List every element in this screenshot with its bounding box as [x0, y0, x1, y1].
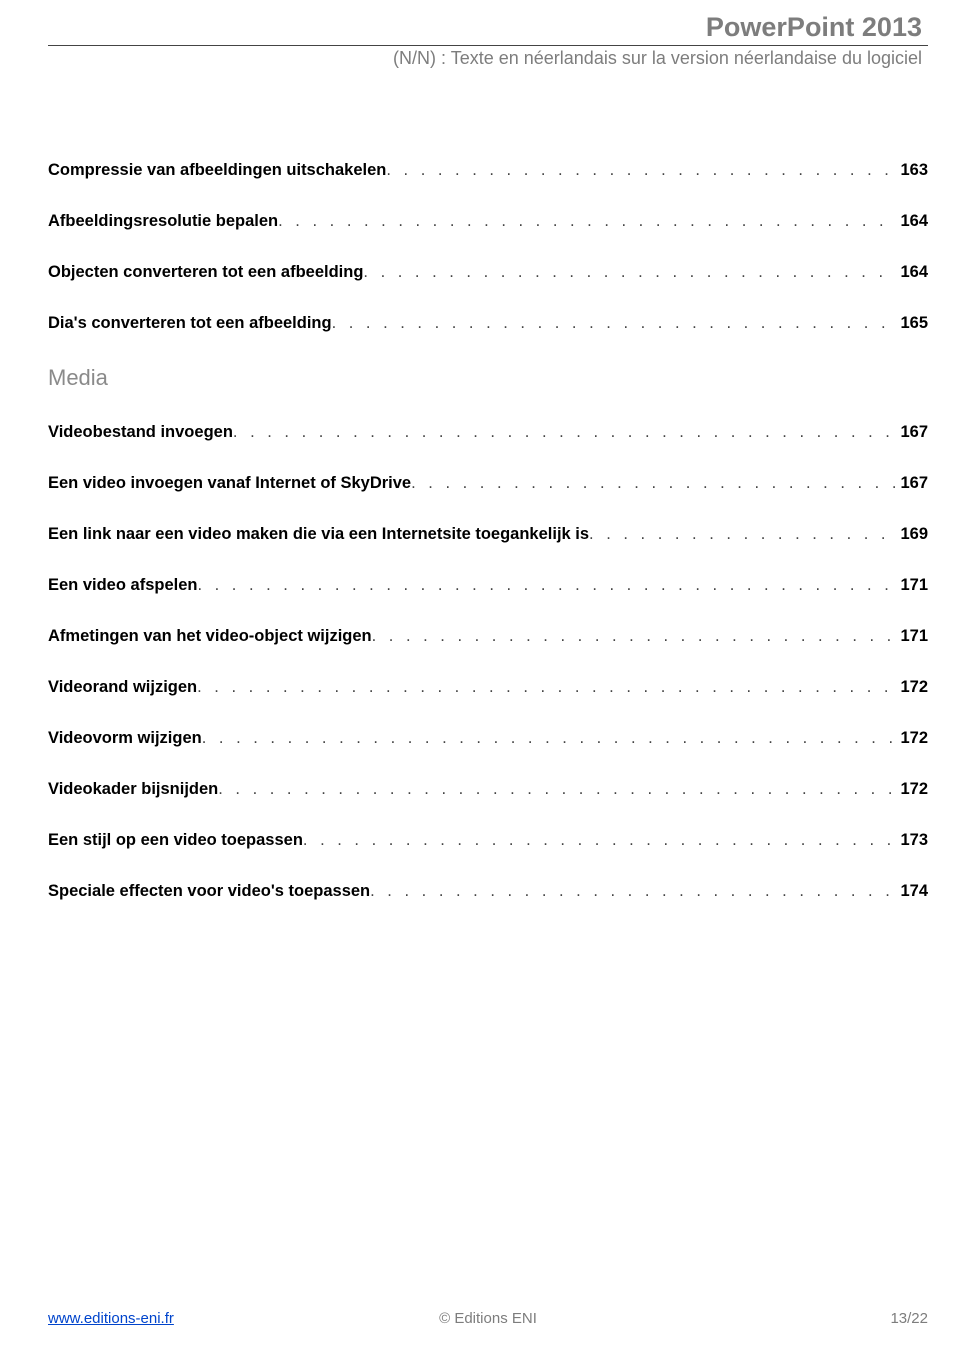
- toc-entry-title: Videokader bijsnijden. . . . . . . . . .…: [48, 780, 928, 798]
- header-rule: [48, 45, 928, 46]
- toc-entry: Een link naar een video maken die via ee…: [48, 525, 928, 544]
- toc-entry-page: 171: [896, 627, 928, 646]
- document-header: PowerPoint 2013 (N/N) : Texte en néerlan…: [48, 12, 928, 69]
- toc-dots: . . . . . . . . . . . . . . . . . . . . …: [197, 678, 928, 697]
- toc-entry-title: Afbeeldingsresolutie bepalen. . . . . . …: [48, 212, 928, 230]
- toc-entry-title: Afmetingen van het video-object wijzigen…: [48, 627, 928, 645]
- toc-dots: . . . . . . . . . . . . . . . . . . . . …: [278, 212, 928, 231]
- toc-entry-page: 172: [896, 729, 928, 748]
- toc-entry: Videobestand invoegen. . . . . . . . . .…: [48, 423, 928, 442]
- header-subtitle: (N/N) : Texte en néerlandais sur la vers…: [48, 48, 928, 69]
- toc-entry-page: 173: [896, 831, 928, 850]
- toc-dots: . . . . . . . . . . . . . . . . . . . . …: [332, 314, 928, 333]
- toc-entry-page: 172: [896, 678, 928, 697]
- toc-entry: Objecten converteren tot een afbeelding.…: [48, 263, 928, 282]
- toc-entry: Een video afspelen. . . . . . . . . . . …: [48, 576, 928, 595]
- toc-entry-page: 164: [896, 212, 928, 231]
- footer-link[interactable]: www.editions-eni.fr: [48, 1310, 174, 1327]
- toc-entry-title: Compressie van afbeeldingen uitschakelen…: [48, 161, 928, 179]
- toc-entry: Videorand wijzigen. . . . . . . . . . . …: [48, 678, 928, 697]
- toc-entry-title: Speciale effecten voor video's toepassen…: [48, 882, 928, 900]
- toc-entry-title: Een link naar een video maken die via ee…: [48, 525, 928, 543]
- toc-dots: . . . . . . . . . . . . . . . . . . . . …: [386, 161, 928, 180]
- toc-entry: Videokader bijsnijden. . . . . . . . . .…: [48, 780, 928, 799]
- toc-entry-page: 169: [896, 525, 928, 544]
- toc-entry-title: Een stijl op een video toepassen. . . . …: [48, 831, 928, 849]
- toc-dots: . . . . . . . . . . . . . . . . . . . . …: [363, 263, 928, 282]
- toc-entry-title: Een video invoegen vanaf Internet of Sky…: [48, 474, 928, 492]
- toc-dots: . . . . . . . . . . . . . . . . . . . . …: [218, 780, 928, 799]
- toc-entry-title: Een video afspelen. . . . . . . . . . . …: [48, 576, 928, 594]
- toc-entry-page: 165: [896, 314, 928, 333]
- toc-dots: . . . . . . . . . . . . . . . . . . . . …: [589, 525, 928, 544]
- toc-dots: . . . . . . . . . . . . . . . . . . . . …: [370, 882, 928, 901]
- header-title: PowerPoint 2013: [48, 12, 928, 43]
- toc-entry-title: Dia's converteren tot een afbeelding. . …: [48, 314, 928, 332]
- toc-section-1: Videobestand invoegen. . . . . . . . . .…: [48, 423, 928, 901]
- toc-dots: . . . . . . . . . . . . . . . . . . . . …: [372, 627, 928, 646]
- page-footer: www.editions-eni.fr © Editions ENI 13/22: [48, 1310, 928, 1327]
- toc-entry-page: 167: [896, 423, 928, 442]
- section-heading-media: Media: [48, 365, 928, 391]
- toc-entry: Compressie van afbeeldingen uitschakelen…: [48, 161, 928, 180]
- toc-entry: Een video invoegen vanaf Internet of Sky…: [48, 474, 928, 493]
- toc-entry: Afbeeldingsresolutie bepalen. . . . . . …: [48, 212, 928, 231]
- toc-entry: Een stijl op een video toepassen. . . . …: [48, 831, 928, 850]
- toc-entry-title: Videorand wijzigen. . . . . . . . . . . …: [48, 678, 928, 696]
- toc-entry-page: 164: [896, 263, 928, 282]
- toc-entry-title: Videovorm wijzigen. . . . . . . . . . . …: [48, 729, 928, 747]
- toc-entry: Videovorm wijzigen. . . . . . . . . . . …: [48, 729, 928, 748]
- toc-entry-page: 163: [896, 161, 928, 180]
- toc-entry-page: 174: [896, 882, 928, 901]
- toc-dots: . . . . . . . . . . . . . . . . . . . . …: [197, 576, 928, 595]
- toc-entry: Dia's converteren tot een afbeelding. . …: [48, 314, 928, 333]
- toc-entry-page: 171: [896, 576, 928, 595]
- footer-page-number: 13/22: [890, 1310, 928, 1327]
- toc-dots: . . . . . . . . . . . . . . . . . . . . …: [202, 729, 928, 748]
- toc-entry-page: 172: [896, 780, 928, 799]
- toc-dots: . . . . . . . . . . . . . . . . . . . . …: [411, 474, 928, 493]
- toc-dots: . . . . . . . . . . . . . . . . . . . . …: [303, 831, 928, 850]
- toc-entry: Afmetingen van het video-object wijzigen…: [48, 627, 928, 646]
- toc-entry-page: 167: [896, 474, 928, 493]
- toc-entry-title: Videobestand invoegen. . . . . . . . . .…: [48, 423, 928, 441]
- footer-copyright: © Editions ENI: [439, 1310, 537, 1327]
- toc-section-0: Compressie van afbeeldingen uitschakelen…: [48, 161, 928, 333]
- toc-dots: . . . . . . . . . . . . . . . . . . . . …: [233, 423, 928, 442]
- toc-entry: Speciale effecten voor video's toepassen…: [48, 882, 928, 901]
- toc-entry-title: Objecten converteren tot een afbeelding.…: [48, 263, 928, 281]
